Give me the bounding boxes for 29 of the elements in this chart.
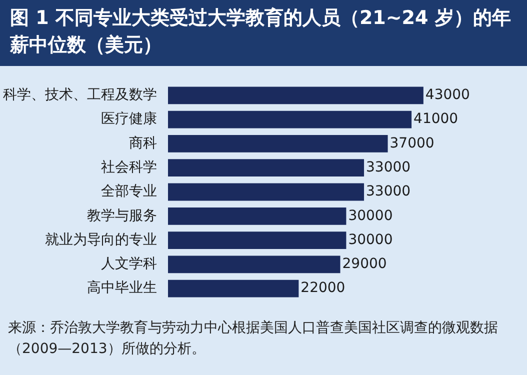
y-tick-label: 商科 (129, 135, 157, 152)
bar (168, 135, 388, 152)
y-tick-label: 教学与服务 (87, 208, 157, 224)
source-note: 来源：乔治敦大学教育与劳动力中心根据美国人口普查美国社区调查的微观数据（2009—2013）所做的分析。 (7, 319, 499, 359)
bar (168, 110, 412, 128)
data-label: 30000 (348, 208, 393, 224)
data-label: 29000 (342, 256, 387, 272)
bar (168, 183, 364, 201)
bar (168, 207, 346, 225)
bar (168, 256, 340, 274)
y-tick-label: 社会科学 (101, 160, 157, 176)
y-tick-label: 高中毕业生 (87, 280, 157, 296)
data-label: 43000 (425, 87, 470, 104)
bar (168, 280, 299, 298)
bar (168, 86, 424, 104)
data-label: 30000 (348, 232, 393, 248)
data-label: 22000 (300, 280, 346, 296)
data-label: 37000 (390, 135, 434, 152)
bar (168, 232, 346, 249)
chart-title: 图 1 不同专业大类受过大学教育的人员（21~24 岁）的年薪中位数（美元） (0, 0, 527, 66)
data-label: 41000 (414, 111, 458, 128)
data-label: 33000 (366, 184, 411, 200)
y-tick-label: 医疗健康 (101, 111, 157, 128)
y-tick-label: 人文学科 (101, 256, 157, 272)
y-tick-label: 科学、技术、工程及数学 (3, 87, 157, 104)
y-tick-label: 全部专业 (101, 184, 157, 200)
bar (168, 159, 364, 177)
y-tick-label: 就业为导向的专业 (45, 232, 157, 248)
data-label: 33000 (366, 160, 411, 176)
